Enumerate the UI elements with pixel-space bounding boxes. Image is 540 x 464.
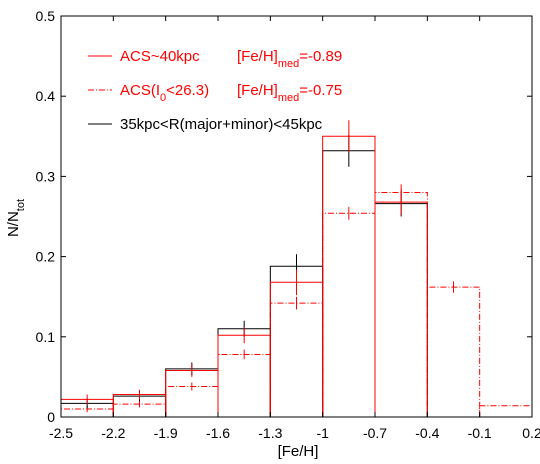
y-axis-label: N/Ntot — [5, 199, 27, 237]
histogram-bar — [322, 150, 376, 417]
y-tick-label: 0.1 — [36, 329, 56, 345]
y-tick-label: 0 — [47, 409, 55, 425]
x-tick-label: -1.6 — [206, 425, 230, 441]
legend: ACS~40kpc [Fe/H]med=-0.89 ACS(I0<26.3) [… — [88, 48, 342, 133]
histogram-bar — [322, 135, 376, 417]
histogram-bar — [165, 386, 219, 417]
histogram-bar — [165, 369, 219, 417]
legend-stat-acs-40kpc: [Fe/H]med=-0.89 — [237, 48, 342, 70]
x-tick-label: -1.9 — [154, 425, 178, 441]
x-tick-label: -0.1 — [468, 425, 492, 441]
x-tick-label: -0.4 — [415, 425, 439, 441]
y-tick-label: 0.3 — [36, 168, 56, 184]
x-axis-label: [Fe/H] — [278, 443, 319, 460]
x-tick-label: -2.5 — [49, 425, 73, 441]
y-tick-label: 0.5 — [36, 8, 56, 24]
histogram-bar — [479, 405, 533, 417]
histogram-bar — [426, 286, 481, 417]
legend-stat-acs-i0: [Fe/H]med=-0.75 — [237, 82, 342, 104]
y-tick-label: 0.2 — [36, 249, 56, 265]
x-tick-label: 0.2 — [522, 425, 540, 441]
legend-label-radius-cut: 35kpc<R(major+minor)<45kpc — [120, 116, 323, 133]
x-axis-ticks: -2.5 -2.2 -1.9 -1.6 -1.3 -1 -0.7 -0.4 -0.1 0.2 — [49, 16, 540, 441]
error-bars — [86, 120, 454, 413]
histogram-bar — [217, 353, 271, 417]
x-tick-label: -1.3 — [258, 425, 282, 441]
x-tick-label: -1 — [316, 425, 329, 441]
x-tick-label: -0.7 — [363, 425, 387, 441]
histogram-bar — [217, 334, 271, 417]
histogram-bar — [269, 302, 324, 417]
plot-frame — [60, 15, 533, 418]
y-tick-label: 0.4 — [36, 88, 56, 104]
histogram-bar — [322, 212, 376, 417]
x-tick-label: -2.2 — [101, 425, 125, 441]
y-axis-ticks: 0 0.1 0.2 0.3 0.4 0.5 — [36, 8, 532, 425]
legend-label-acs-40kpc: ACS~40kpc — [120, 48, 200, 65]
histogram-bar — [374, 191, 428, 417]
histogram-bar — [374, 201, 428, 417]
histogram-bar — [374, 203, 428, 417]
legend-label-acs-i0: ACS(I0<26.3) — [120, 82, 209, 104]
